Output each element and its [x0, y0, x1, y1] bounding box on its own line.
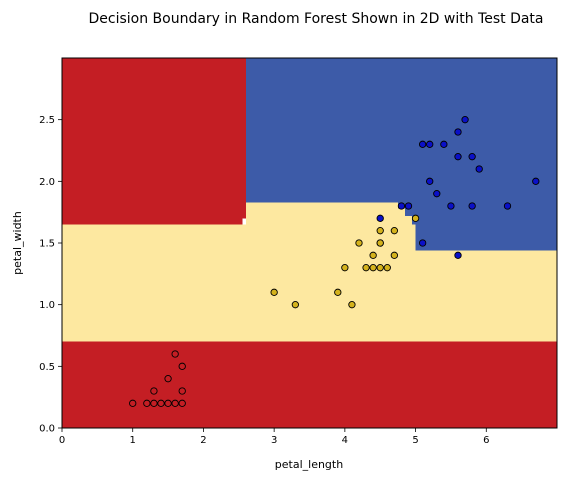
point-yellow-3 — [341, 264, 349, 272]
point-yellow-5 — [355, 239, 363, 247]
x-tick-label-1: 1 — [130, 435, 136, 446]
point-yellow-9 — [376, 264, 384, 272]
y-tick-label-0: 0.0 — [39, 424, 55, 435]
point-red-2 — [150, 399, 158, 407]
point-yellow-1 — [291, 301, 300, 309]
point-blue-7 — [433, 190, 441, 198]
point-blue-18 — [532, 177, 540, 185]
point-blue-10 — [454, 251, 462, 259]
x-tick-label-6: 6 — [483, 435, 489, 446]
y-tick-label-4: 2.0 — [39, 177, 55, 188]
x-tick-label-2: 2 — [200, 435, 206, 446]
point-blue-4 — [418, 140, 427, 148]
test-data-points — [129, 116, 540, 407]
point-red-10 — [178, 362, 186, 370]
point-blue-8 — [440, 140, 448, 148]
point-red-6 — [178, 399, 186, 407]
point-red-9 — [164, 375, 172, 383]
point-red-5 — [171, 399, 179, 407]
point-blue-2 — [404, 202, 413, 210]
region-yellow-4 — [397, 208, 405, 225]
point-blue-16 — [475, 165, 483, 173]
region-red-0 — [62, 341, 557, 428]
region-red-7 — [242, 58, 246, 219]
point-yellow-12 — [376, 227, 384, 235]
x-tick-label-4: 4 — [342, 435, 348, 446]
plot-area — [61, 57, 558, 429]
chart-title: Decision Boundary in Random Forest Shown… — [88, 11, 543, 27]
point-blue-12 — [454, 128, 462, 136]
point-yellow-8 — [369, 251, 377, 259]
point-yellow-7 — [369, 264, 377, 272]
point-yellow-11 — [376, 239, 384, 247]
point-yellow-4 — [348, 301, 356, 309]
point-yellow-15 — [390, 227, 399, 235]
point-red-1 — [143, 399, 151, 407]
region-yellow-2 — [62, 224, 416, 251]
point-blue-0 — [376, 214, 384, 222]
point-yellow-16 — [411, 214, 420, 222]
point-blue-14 — [468, 202, 476, 210]
point-red-8 — [178, 387, 186, 395]
point-yellow-0 — [270, 288, 278, 296]
region-yellow-3 — [245, 202, 398, 225]
point-blue-3 — [418, 239, 427, 247]
region-blue-9 — [397, 202, 557, 209]
point-red-7 — [150, 387, 158, 395]
y-tick-label-5: 2.5 — [39, 115, 55, 126]
region-yellow-1 — [62, 250, 557, 342]
x-tick-label-0: 0 — [59, 435, 65, 446]
point-yellow-13 — [383, 264, 391, 272]
region-blue-11 — [412, 215, 557, 225]
y-tick-label-1: 0.5 — [39, 362, 55, 373]
point-blue-1 — [397, 202, 406, 210]
point-red-0 — [129, 399, 137, 407]
region-blue-8 — [245, 58, 557, 203]
point-red-11 — [171, 350, 179, 358]
point-blue-17 — [503, 202, 512, 210]
region-yellow-5 — [404, 215, 413, 225]
x-tick-label-5: 5 — [412, 435, 418, 446]
y-axis: 0.0 0.5 1.0 1.5 2.0 2.5 — [39, 115, 62, 435]
point-blue-15 — [468, 153, 476, 161]
point-blue-5 — [426, 177, 434, 185]
point-red-4 — [164, 399, 172, 407]
point-blue-13 — [461, 116, 469, 124]
x-tick-label-3: 3 — [271, 435, 277, 446]
point-yellow-2 — [334, 288, 342, 296]
y-tick-label-3: 1.5 — [39, 239, 55, 250]
x-axis-label: petal_length — [275, 458, 343, 471]
point-blue-11 — [454, 153, 462, 161]
region-blue-10 — [404, 208, 557, 216]
x-axis: 0 1 2 3 4 5 6 — [59, 428, 489, 446]
region-blue-12 — [415, 224, 557, 251]
region-red-6 — [62, 58, 243, 225]
point-blue-6 — [426, 140, 434, 148]
point-blue-9 — [447, 202, 455, 210]
point-red-3 — [157, 399, 165, 407]
y-axis-label: petal_width — [11, 211, 24, 275]
y-tick-label-2: 1.0 — [39, 300, 55, 311]
point-yellow-14 — [390, 251, 399, 259]
decision-regions — [62, 58, 557, 428]
point-yellow-6 — [362, 264, 370, 272]
